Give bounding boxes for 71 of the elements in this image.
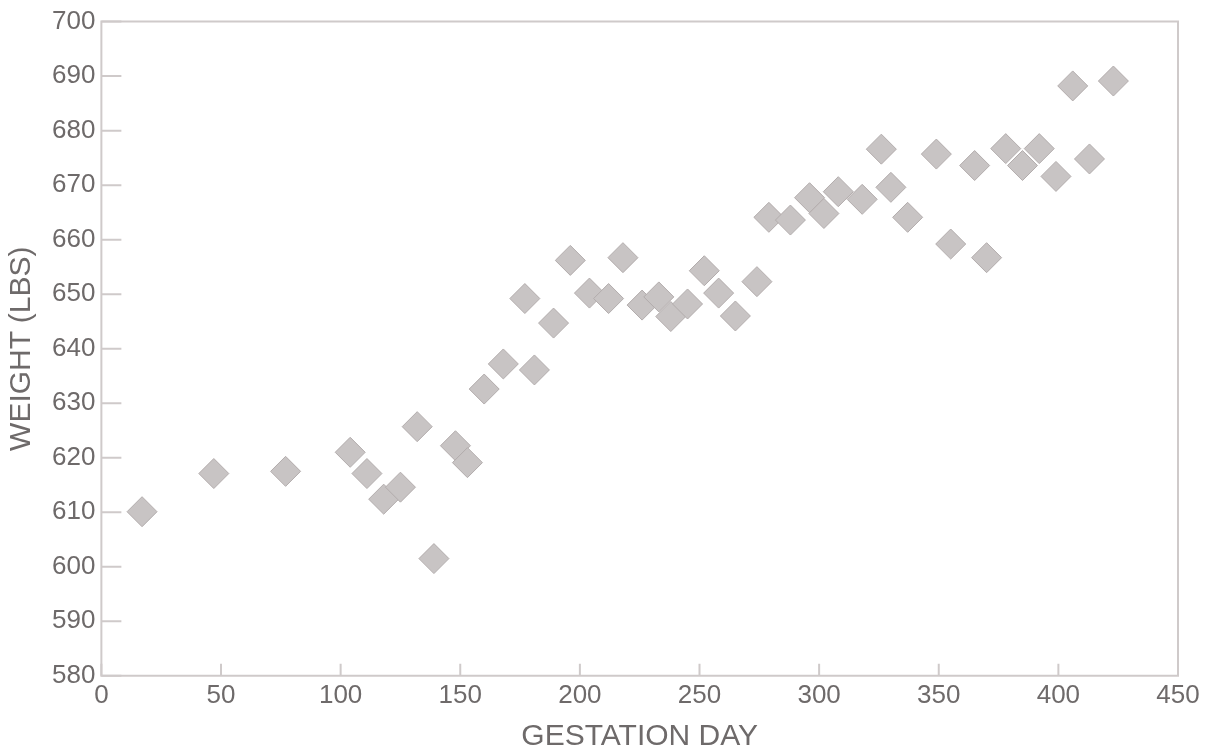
point (487, 348, 519, 380)
point (846, 183, 878, 215)
y-tick-label: 690 (51, 59, 96, 90)
point (892, 201, 924, 233)
point (509, 283, 541, 315)
x-tick-label: 250 (677, 678, 722, 709)
x-tick-label: 300 (797, 678, 841, 709)
point (607, 242, 639, 274)
y-tick-label: 670 (51, 168, 96, 199)
x-tick-label: 350 (917, 678, 961, 709)
point (935, 228, 967, 260)
point (971, 242, 1003, 274)
x-tick-label: 450 (1156, 678, 1200, 709)
point (198, 458, 230, 490)
y-tick-label: 650 (51, 277, 96, 308)
y-tick-label: 590 (51, 604, 96, 635)
y-tick-label: 700 (51, 4, 96, 35)
y-tick-label: 660 (51, 222, 96, 253)
point (554, 244, 586, 276)
point (538, 307, 570, 339)
point (270, 455, 302, 487)
point (719, 300, 751, 332)
point (468, 373, 500, 405)
point (518, 354, 550, 386)
point (808, 198, 840, 229)
y-axis-title: WEIGHT (LBS) (3, 246, 37, 451)
point (1073, 143, 1105, 175)
point (573, 277, 605, 309)
x-axis-title: GESTATION DAY (521, 718, 759, 752)
x-tick-label: 150 (438, 678, 482, 709)
point (822, 176, 854, 208)
point (774, 204, 806, 236)
point (384, 471, 416, 503)
y-tick-label: 600 (51, 549, 96, 580)
y-tick-label: 620 (51, 440, 96, 471)
point (1040, 160, 1072, 192)
y-tick-label: 680 (51, 113, 96, 144)
point (875, 171, 907, 203)
point (451, 447, 483, 479)
x-tick-label: 0 (94, 678, 109, 709)
point (688, 255, 720, 287)
x-tick-label: 200 (558, 678, 602, 709)
x-tick-label: 100 (318, 678, 363, 709)
point (351, 458, 383, 490)
point (794, 182, 826, 214)
y-tick-label: 640 (51, 331, 96, 362)
y-tick-label: 610 (51, 495, 96, 526)
point (990, 133, 1022, 165)
x-tick-label: 50 (206, 678, 236, 709)
point (401, 411, 433, 443)
y-tick-label: 630 (51, 386, 96, 417)
point (1023, 133, 1055, 165)
point (368, 483, 400, 515)
point (865, 133, 897, 165)
point (741, 266, 773, 298)
point (126, 496, 158, 528)
x-tick-label: 400 (1036, 678, 1081, 709)
point (959, 150, 991, 182)
point (1097, 65, 1129, 97)
y-tick-label: 580 (51, 658, 96, 689)
point (703, 277, 735, 309)
point (334, 436, 366, 468)
point (439, 430, 471, 462)
point (418, 543, 450, 575)
point (593, 283, 625, 315)
point (643, 281, 675, 313)
point (920, 138, 952, 170)
point (672, 288, 704, 320)
point (1006, 150, 1038, 182)
point (655, 301, 687, 333)
point (1057, 70, 1089, 102)
